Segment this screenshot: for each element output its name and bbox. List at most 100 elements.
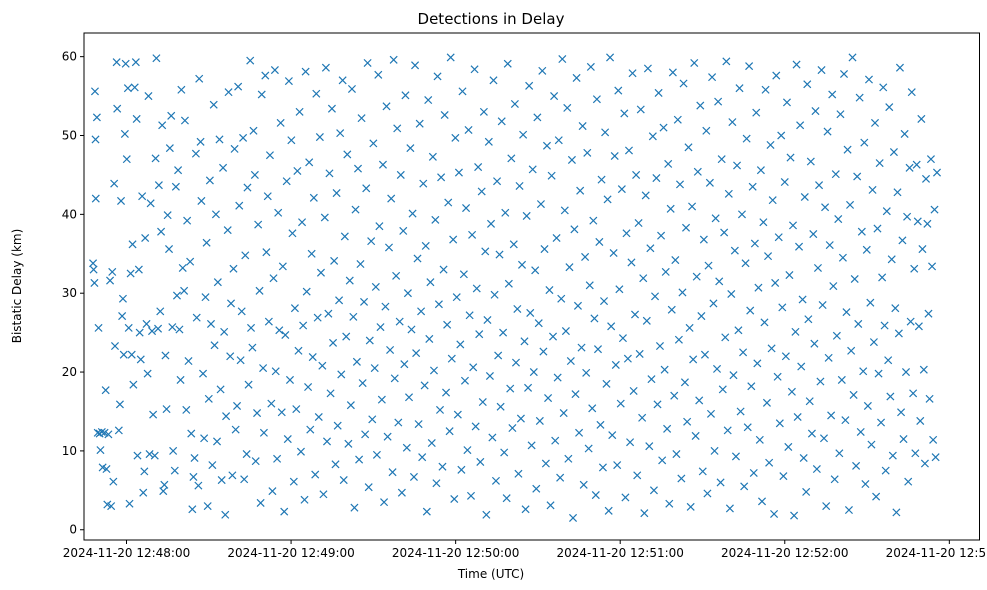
data-point: [809, 230, 818, 239]
data-point: [913, 217, 922, 226]
data-point: [711, 214, 720, 223]
data-point: [350, 503, 359, 512]
x-tick-label: 2024-11-20 12:53:00: [886, 546, 987, 560]
data-point: [832, 331, 841, 340]
data-point: [786, 153, 795, 162]
data-point: [682, 223, 691, 232]
data-point: [474, 163, 483, 172]
data-point: [121, 59, 130, 68]
data-point: [880, 321, 889, 330]
data-point: [572, 73, 581, 82]
data-point: [363, 58, 372, 67]
data-point: [648, 132, 657, 141]
data-point: [777, 131, 786, 140]
data-point: [504, 279, 513, 288]
data-point: [607, 322, 616, 331]
data-point: [330, 256, 339, 265]
data-point: [257, 90, 266, 99]
data-point: [889, 148, 898, 157]
data-point: [241, 251, 250, 260]
data-point: [494, 351, 503, 360]
data-point: [387, 194, 396, 203]
data-point: [513, 304, 522, 313]
data-point: [265, 151, 274, 160]
data-point: [610, 151, 619, 161]
data-point: [110, 179, 119, 188]
data-point: [664, 159, 673, 168]
data-point: [426, 278, 435, 287]
data-point: [926, 155, 935, 164]
data-point: [392, 271, 401, 280]
data-point: [570, 225, 579, 234]
data-point: [384, 243, 394, 252]
data-point: [222, 412, 231, 421]
data-point: [540, 245, 549, 254]
data-point: [165, 144, 174, 153]
data-point: [463, 446, 472, 455]
data-point: [717, 155, 726, 164]
data-point: [778, 303, 787, 312]
data-point: [825, 241, 834, 250]
data-point: [335, 296, 344, 305]
data-point: [288, 229, 297, 238]
data-point: [244, 380, 253, 389]
data-point: [149, 410, 158, 419]
data-point: [322, 437, 332, 446]
data-point: [255, 286, 264, 295]
data-point: [670, 391, 679, 400]
data-point: [748, 182, 757, 191]
data-point: [251, 457, 260, 466]
data-point: [632, 170, 641, 179]
data-point: [548, 332, 558, 341]
data-point: [715, 277, 724, 286]
data-point: [929, 435, 938, 444]
data-point: [161, 351, 170, 360]
data-point: [930, 205, 939, 214]
data-point: [432, 479, 441, 488]
data-point: [868, 185, 877, 194]
data-point: [228, 471, 237, 480]
data-point: [476, 457, 485, 466]
data-point: [782, 98, 791, 107]
data-point: [800, 192, 809, 202]
data-point: [276, 118, 285, 127]
data-point: [136, 355, 145, 364]
data-point: [213, 278, 222, 287]
data-point: [233, 401, 242, 410]
data-point: [343, 150, 352, 159]
data-point: [107, 502, 116, 511]
x-axis: 2024-11-20 12:48:00 2024-11-20 12:49:00 20…: [63, 540, 987, 560]
data-point: [666, 204, 675, 213]
data-point: [496, 402, 505, 411]
data-point: [559, 409, 568, 418]
data-point: [700, 350, 709, 359]
data-point: [643, 64, 652, 73]
data-point: [253, 409, 262, 418]
data-point: [779, 472, 788, 481]
data-point: [566, 356, 575, 366]
data-point: [552, 233, 561, 243]
data-point: [848, 53, 857, 62]
data-point: [482, 510, 491, 519]
data-point: [371, 282, 380, 291]
data-point: [626, 438, 635, 447]
data-point: [239, 133, 248, 142]
data-point: [924, 309, 933, 318]
data-point: [919, 365, 928, 374]
data-point: [248, 343, 257, 352]
data-point: [804, 315, 813, 324]
data-point: [597, 175, 606, 184]
data-point: [283, 435, 292, 444]
data-point: [411, 61, 420, 70]
data-point: [931, 453, 940, 462]
data-point: [583, 148, 592, 157]
data-point: [485, 371, 494, 381]
data-point: [531, 266, 540, 275]
data-point: [306, 425, 315, 434]
data-point: [309, 193, 318, 202]
data-point: [689, 355, 698, 364]
data-point: [96, 446, 105, 455]
data-point: [575, 428, 584, 437]
data-point: [493, 177, 502, 186]
